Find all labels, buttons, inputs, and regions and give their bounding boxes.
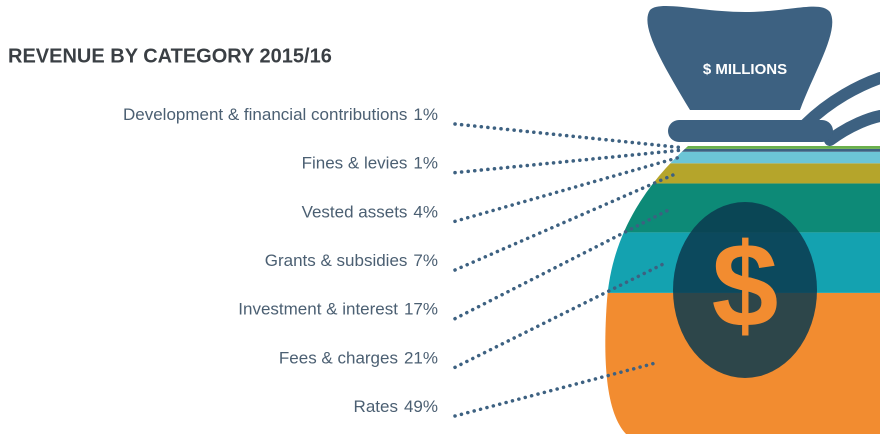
value-label: 7%	[413, 251, 438, 270]
value-label: 1%	[413, 154, 438, 173]
band	[590, 152, 880, 164]
category-name: Vested assets	[302, 203, 408, 222]
category-label: Vested assets 4%	[302, 203, 438, 222]
infographic: REVENUE BY CATEGORY 2015/16 $ MILLIONS $…	[0, 0, 880, 447]
coin-symbol: $	[712, 219, 779, 353]
category-name: Fees & charges	[279, 349, 398, 368]
connector	[455, 124, 680, 147]
category-name: Investment & interest	[238, 300, 398, 319]
value-label: 4%	[413, 203, 438, 222]
band	[590, 163, 880, 183]
category-label: Rates 49%	[354, 397, 438, 416]
category-label: Grants & subsidies 7%	[265, 251, 438, 270]
category-label: Fees & charges 21%	[279, 349, 438, 368]
bag-rope	[830, 116, 880, 140]
category-name: Fines & levies	[302, 154, 408, 173]
band	[590, 149, 880, 152]
chart-title: REVENUE BY CATEGORY 2015/16	[8, 45, 332, 67]
category-name: Development & financial contributions	[123, 105, 407, 124]
category-label: Fines & levies 1%	[302, 154, 438, 173]
value-label: 17%	[404, 300, 438, 319]
value-label: 1%	[413, 105, 438, 124]
value-label: 49%	[404, 397, 438, 416]
category-name: Rates	[354, 397, 398, 416]
bag-top	[647, 6, 832, 110]
category-name: Grants & subsidies	[265, 251, 408, 270]
category-label: Investment & interest 17%	[238, 300, 438, 319]
value-label: 21%	[404, 349, 438, 368]
category-label: Development & financial contributions 1%	[123, 105, 438, 124]
connector	[455, 150, 679, 172]
bag-label: $ MILLIONS	[703, 61, 787, 78]
band	[590, 146, 880, 149]
bag-tie	[668, 120, 833, 142]
